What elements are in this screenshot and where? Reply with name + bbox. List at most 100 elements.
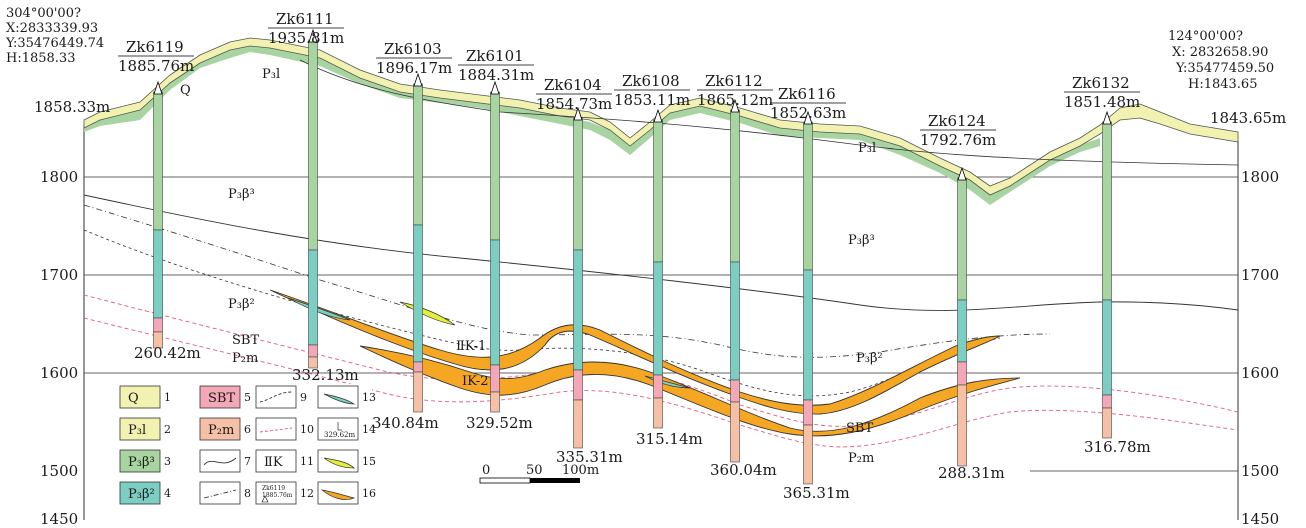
right-tick-1500: 1500 [1241,462,1279,480]
borehole-collar-icon [153,80,163,95]
legend-number: 14 [362,423,376,436]
legend-number: 2 [164,423,171,436]
label-p3b3-left: P₃β³ [228,187,255,202]
borehole-collar-icon [957,166,967,181]
legend-swatch [199,449,241,473]
label-sbt-right: SBT [846,421,873,436]
legend-number: 11 [300,455,314,468]
borehole-collar-icon [308,28,318,43]
borehole-segment-p2m [957,384,967,467]
borehole-segment-p3b2 [153,229,163,319]
borehole-segment-p3b2 [573,249,583,371]
borehole-collar-icon [490,80,500,95]
borehole-segment-p3b3 [308,39,318,251]
label-p2m-left: P₂m [232,351,258,366]
right-tick-1700: 1700 [1241,266,1279,284]
borehole-segment-p2m [573,399,583,449]
label-p3l-left: P₃l [262,67,280,82]
borehole-total-depth: 260.42m [134,344,201,362]
legend-swatch-label: P₂m [208,423,234,438]
borehole-segment-sbt [957,361,967,386]
scale-bar: 0 50 100m [479,463,599,484]
left-azimuth: 304°00'00? [6,6,81,21]
legend-number: 9 [300,391,307,404]
legend-number: 6 [244,423,251,436]
borehole-collar-elevation: 1935.81m [268,29,344,47]
legend-swatch-label: Q [128,391,139,406]
ore-body-lower [359,345,1021,437]
legend-swatch [255,449,297,473]
legend-number: 10 [300,423,314,436]
legend-number: 4 [164,487,171,500]
borehole-collar-elevation: 1852.63m [770,104,846,122]
scale-label-0: 0 [482,463,490,478]
borehole-segment-sbt [490,364,500,393]
borehole-segment-p3b2 [1102,299,1112,396]
label-q: Q [180,83,191,98]
left-tick-1600: 1600 [40,364,78,382]
right-x: X: 2832658.90 [1172,45,1268,60]
left-h: H:1858.33 [6,51,75,66]
elevation-axis: 1800 1700 1600 1500 1450 1800 1700 1600 … [40,168,1279,528]
legend-number: 5 [244,391,251,404]
borehole-segment-sbt [153,317,163,333]
borehole-total-depth: 329.52m [466,414,533,432]
scale-label-100: 100m [562,463,599,478]
borehole-collar-icon [1102,110,1112,125]
legend-swatch [255,385,297,409]
legend-item: ⅡK 11 [255,449,314,473]
legend-swatch [119,385,161,409]
dash-contact-icon [259,391,293,403]
borehole-name: Zk6132 [1072,74,1130,92]
borehole-segment-p3b2 [308,249,318,346]
borehole-segment-p3b3 [153,91,163,231]
legend-number: 12 [300,487,314,500]
solid-contact-icon [203,457,237,466]
borehole-segment-p2m [653,397,663,429]
borehole-collar-elevation: 1792.76m [920,131,996,149]
borehole-collar-elevation: 1896.17m [376,59,452,77]
label-p3l-right: P₃l [858,141,876,156]
legend-item: 16 [317,481,376,505]
borehole-collar-icon [653,108,663,123]
borehole-collar-elevation: 1853.11m [614,91,690,109]
right-y: Y:35477459.50 [1175,61,1274,76]
borehole-total-depth: 335.31m [556,448,623,466]
legend-swatch [199,481,241,505]
borehole-segment-p3b2 [803,269,813,401]
right-end-elevation: 1843.65m [1210,109,1286,127]
legend-item: P₃β³ 3 [119,449,171,473]
borehole-segment-p3b2 [653,261,663,376]
orange-ore-icon [320,489,356,500]
scale-bar-white [479,477,531,484]
borehole-total-depth: 288.31m [938,464,1005,482]
yellow-lens-icon [323,457,355,469]
left-tick-1500: 1500 [40,462,78,480]
legend-number: 7 [244,455,251,468]
left-corner-coordinates: 304°00'00? X:2833339.93 Y:35476449.74 H:… [5,6,110,116]
label-sbt-left: SBT [232,333,259,348]
borehole-segment-sbt [653,374,663,399]
borehole-segment-p3b3 [413,83,423,226]
right-tick-1800: 1800 [1241,168,1279,186]
borehole-segment-p3b2 [957,299,967,363]
legend-swatch-label: P₃l [128,423,146,438]
legend-item: SBT 5 [199,385,251,409]
borehole-segment-p3b3 [490,91,500,241]
borehole-segment-sbt [308,344,318,358]
borehole-name: Zk6108 [622,72,680,90]
borehole-name: Zk6101 [466,47,524,65]
borehole-segment-p3b3 [803,121,813,271]
legend-item: 329.62m 14 [317,417,376,441]
borehole-segment-p2m [413,371,423,413]
scale-bar-black [530,478,580,483]
legend-depth-value: 329.62m [324,431,355,439]
pink-dash-icon [259,427,293,433]
borehole-segment-p2m [803,424,813,485]
borehole-name: Zk6111 [276,10,334,28]
right-tick-1600: 1600 [1241,364,1279,382]
borehole-total-depth: 316.78m [1084,438,1151,456]
